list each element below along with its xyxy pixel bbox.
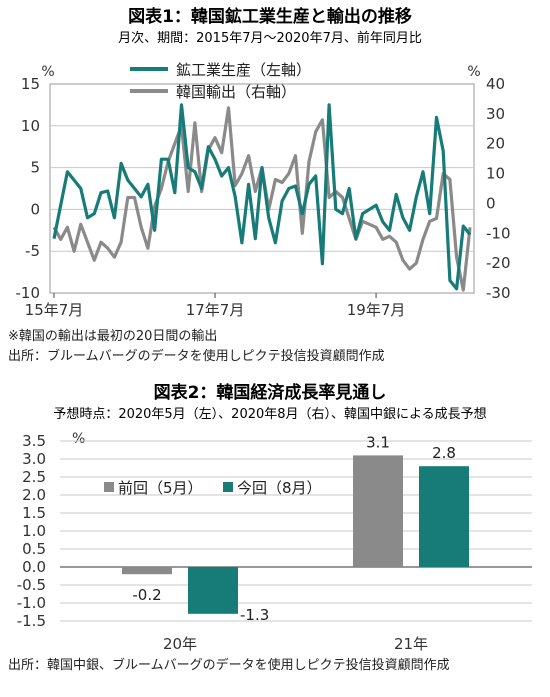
y-tick-label: 1.5	[22, 504, 46, 522]
right-tick-label: 40	[486, 75, 505, 93]
left-tick-label: 15	[21, 75, 40, 93]
chart2-subtitle: 予想時点：2020年5月（左）、2020年8月（右）、韓国中銀による成長予想	[53, 406, 486, 422]
chart2-bars	[122, 455, 469, 614]
y-tick-label: 3.0	[22, 450, 46, 468]
data-label: 2.8	[432, 444, 456, 462]
data-label: -1.3	[240, 606, 269, 624]
legend-teal-square	[223, 482, 233, 492]
left-tick-label: 0	[30, 200, 40, 218]
legend-item-production: 鉱工業生産（左軸）	[176, 61, 311, 79]
bar	[122, 567, 172, 575]
chart1-legend: 鉱工業生産（左軸） 韓国輸出（右軸）	[130, 61, 311, 101]
y-tick-label: -0.5	[17, 576, 46, 594]
y-tick-label: -1.0	[17, 594, 46, 612]
legend-item-previous: 前回（5月）	[118, 479, 203, 497]
chart2-legend: 前回（5月） 今回（8月）	[104, 479, 322, 497]
y-tick-label: 1.0	[22, 522, 46, 540]
bar	[188, 567, 238, 614]
chart2-unit: %	[72, 431, 85, 447]
x-tick-label: 19年7月	[347, 301, 406, 319]
y-tick-label: 0.5	[22, 540, 46, 558]
chart1-x-axis: 15年7月 17年7月 19年7月	[25, 293, 406, 319]
left-tick-label: -5	[25, 242, 40, 260]
chart1-gridlines	[50, 125, 474, 252]
chart2-title: 図表2：韓国経済成長率見通し	[154, 382, 387, 403]
left-tick-label: -10	[16, 284, 41, 302]
series-line-production	[52, 103, 472, 291]
legend-item-exports: 韓国輸出（右軸）	[176, 83, 296, 101]
x-tick-label: 20年	[163, 635, 197, 653]
chart2-data-labels: -0.2 -1.3 3.1 2.8	[132, 433, 456, 623]
chart1-left-axis: 15 10 5 0 -5 -10	[16, 75, 41, 302]
chart2-y-axis: 3.53.02.52.01.51.00.50.0-0.5-1.0-1.5	[17, 432, 46, 630]
left-tick-label: 5	[30, 159, 40, 177]
right-tick-label: 10	[486, 165, 505, 183]
y-tick-label: 2.0	[22, 486, 46, 504]
x-tick-label: 21年	[394, 635, 428, 653]
chart1-right-unit: %	[467, 64, 480, 80]
bar	[419, 466, 469, 567]
right-tick-label: -20	[486, 254, 511, 272]
chart1-plot-frame	[49, 83, 475, 294]
data-label: 3.1	[366, 433, 390, 451]
y-tick-label: -1.5	[17, 612, 46, 630]
chart1-note: ※韓国の輸出は最初の20日間の輸出	[8, 329, 217, 344]
right-tick-label: 20	[486, 135, 505, 153]
legend-gray-square	[104, 482, 114, 492]
right-tick-label: -10	[486, 224, 511, 242]
y-tick-label: 0.0	[22, 558, 46, 576]
right-tick-label: 0	[486, 194, 496, 212]
chart2-source: 出所：韓国中銀、ブルームバーグのデータを使用しピクテ投信投資顧問作成	[8, 657, 450, 673]
right-tick-label: -30	[486, 284, 511, 302]
chart2-x-axis: 20年 21年	[163, 635, 428, 653]
left-tick-label: 10	[21, 117, 40, 135]
x-tick-label: 15年7月	[25, 301, 84, 319]
chart1-right-axis: 40 30 20 10 0 -10 -20 -30	[486, 75, 511, 302]
legend-item-current: 今回（8月）	[237, 479, 322, 497]
chart1-left-unit: %	[41, 64, 54, 80]
bar	[353, 455, 403, 567]
chart1-source: 出所：ブルームバーグのデータを使用しピクテ投信投資顧問作成	[8, 348, 385, 364]
chart1-title: 図表1：韓国鉱工業生産と輸出の推移	[128, 6, 412, 27]
y-tick-label: 3.5	[22, 432, 46, 450]
chart1-series	[52, 103, 472, 292]
chart1-subtitle: 月次、期間：2015年7月～2020年7月、前年同月比	[118, 30, 422, 46]
y-tick-label: 2.5	[22, 468, 46, 486]
x-tick-label: 17年7月	[186, 301, 245, 319]
data-label: -0.2	[132, 586, 161, 604]
right-tick-label: 30	[486, 105, 505, 123]
